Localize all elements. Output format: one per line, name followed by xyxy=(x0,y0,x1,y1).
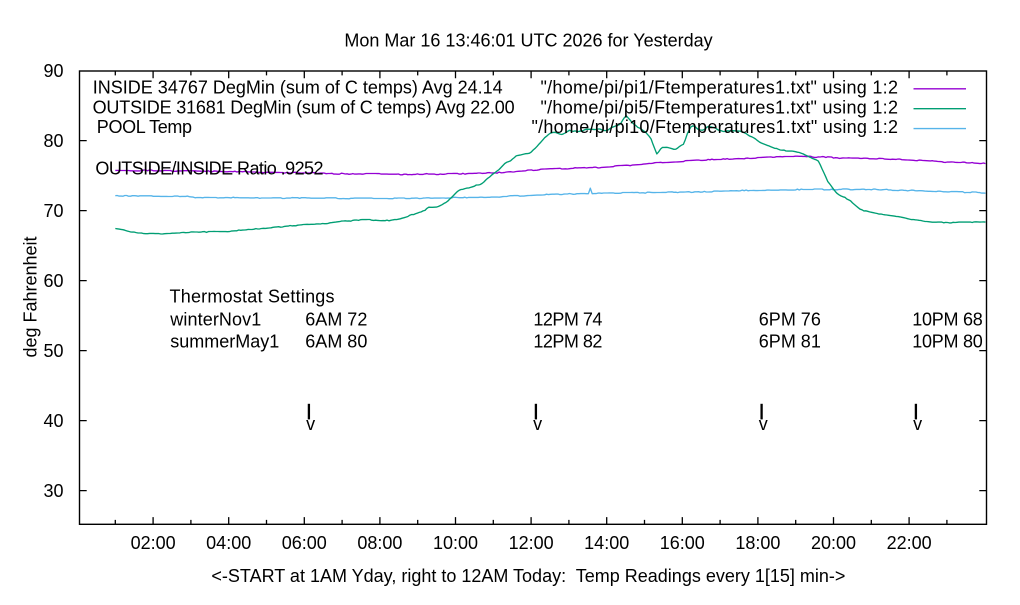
svg-text:v: v xyxy=(306,414,315,434)
svg-text:INSIDE 34767 DegMin (sum of C: INSIDE 34767 DegMin (sum of C temps) Avg… xyxy=(93,77,503,97)
svg-text:40: 40 xyxy=(43,411,63,431)
svg-text:OUTSIDE/INSIDE Ratio .9252: OUTSIDE/INSIDE Ratio .9252 xyxy=(95,159,323,179)
svg-text:6AM 80: 6AM 80 xyxy=(305,332,367,352)
svg-text:14:00: 14:00 xyxy=(584,533,629,553)
svg-text:50: 50 xyxy=(43,341,63,361)
svg-text:deg Fahrenheit: deg Fahrenheit xyxy=(21,236,41,357)
svg-text:"/home/pi/pi1/Ftemperatures1.t: "/home/pi/pi1/Ftemperatures1.txt" using … xyxy=(540,77,898,97)
svg-text:30: 30 xyxy=(43,481,63,501)
svg-text:20:00: 20:00 xyxy=(811,533,856,553)
svg-text:70: 70 xyxy=(43,201,63,221)
svg-text:6PM 76: 6PM 76 xyxy=(759,310,821,330)
svg-text:80: 80 xyxy=(43,131,63,151)
svg-text:v: v xyxy=(913,414,922,434)
svg-text:60: 60 xyxy=(43,271,63,291)
svg-text:v: v xyxy=(533,414,542,434)
svg-text:"/home/pi/pi10/Ftemperatures1.: "/home/pi/pi10/Ftemperatures1.txt" using… xyxy=(531,117,898,137)
svg-text:16:00: 16:00 xyxy=(660,533,705,553)
svg-text:10PM 80: 10PM 80 xyxy=(912,332,983,352)
svg-text:02:00: 02:00 xyxy=(131,533,176,553)
svg-text:22:00: 22:00 xyxy=(887,533,932,553)
svg-text:summerMay1: summerMay1 xyxy=(170,332,279,352)
svg-text:POOL Temp: POOL Temp xyxy=(97,117,192,137)
svg-text:6AM 72: 6AM 72 xyxy=(305,310,367,330)
svg-text:12:00: 12:00 xyxy=(509,533,554,553)
svg-text:6PM 81: 6PM 81 xyxy=(759,332,821,352)
svg-text:06:00: 06:00 xyxy=(282,533,327,553)
svg-text:90: 90 xyxy=(43,61,63,81)
svg-text:12PM 82: 12PM 82 xyxy=(533,332,602,352)
svg-text:winterNov1: winterNov1 xyxy=(169,310,261,330)
svg-text:10PM 68: 10PM 68 xyxy=(912,310,983,330)
svg-text:18:00: 18:00 xyxy=(735,533,780,553)
svg-text:Mon Mar 16 13:46:01 UTC 2026 f: Mon Mar 16 13:46:01 UTC 2026 for Yesterd… xyxy=(344,31,712,51)
svg-text:04:00: 04:00 xyxy=(206,533,251,553)
svg-text:Thermostat Settings: Thermostat Settings xyxy=(170,286,335,306)
svg-text:v: v xyxy=(759,414,768,434)
svg-text:08:00: 08:00 xyxy=(357,533,402,553)
svg-text:"/home/pi/pi5/Ftemperatures1.t: "/home/pi/pi5/Ftemperatures1.txt" using … xyxy=(540,97,898,117)
svg-text:OUTSIDE 31681 DegMin (sum of C: OUTSIDE 31681 DegMin (sum of C temps) Av… xyxy=(93,97,515,117)
svg-text:12PM 74: 12PM 74 xyxy=(533,310,602,330)
svg-text:10:00: 10:00 xyxy=(433,533,478,553)
svg-text:<-START at 1AM Yday, right to: <-START at 1AM Yday, right to 12AM Today… xyxy=(211,566,845,586)
